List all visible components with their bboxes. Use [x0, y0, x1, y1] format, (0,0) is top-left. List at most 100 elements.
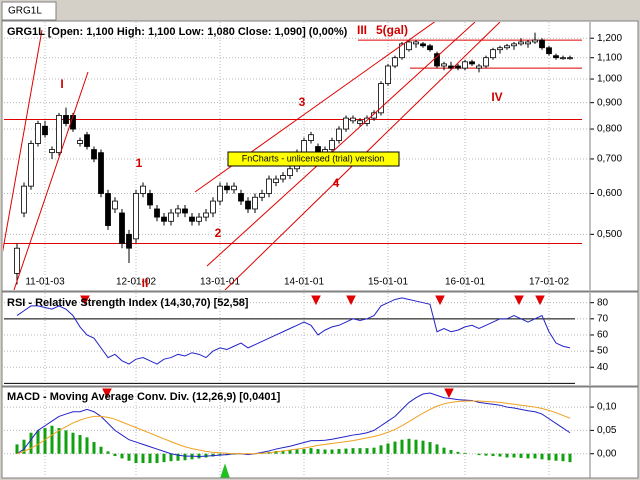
histogram-bar [57, 428, 61, 454]
signal-arrow [346, 295, 356, 306]
candle-body [336, 128, 342, 141]
histogram-bar [162, 453, 166, 463]
annotation: I [60, 77, 63, 91]
rsi-title: RSI - Relative Strength Index (14,30,70)… [7, 297, 249, 309]
histogram-bar [64, 430, 68, 454]
histogram-bar [316, 449, 320, 454]
candle-body [217, 185, 223, 202]
histogram-bar [463, 452, 467, 454]
histogram-bar [533, 453, 537, 459]
candle-body [175, 208, 181, 214]
candle-body [462, 61, 468, 69]
candle-body [42, 125, 48, 136]
histogram-bar [568, 453, 572, 463]
annotation: 5(gal) [376, 23, 408, 37]
x-tick-label: 14-01-01 [284, 277, 324, 288]
histogram-bar [393, 441, 397, 454]
histogram-bar [106, 451, 110, 454]
candle-body [392, 57, 398, 67]
histogram-bar [540, 453, 544, 460]
candle-body [308, 134, 314, 141]
candle-body [266, 178, 272, 194]
histogram-bar [330, 449, 334, 454]
histogram-bar [309, 448, 313, 454]
watermark: FnCharts - unlicensed (trial) version [242, 153, 385, 163]
tab[interactable] [1, 1, 57, 21]
y-tick-label: 0,800 [597, 124, 622, 135]
histogram-bar [141, 453, 145, 464]
candle-body [532, 39, 538, 43]
signal-arrow [311, 295, 321, 306]
annotation: 1 [136, 156, 143, 170]
candle-body [511, 43, 517, 47]
candle-body [525, 41, 531, 45]
histogram-bar [365, 448, 369, 454]
histogram-bar [344, 448, 348, 454]
candle-body [189, 216, 195, 222]
candle-body [35, 123, 41, 144]
candle-body [441, 63, 447, 67]
candle-body [357, 120, 363, 124]
signal-arrow [535, 295, 545, 306]
macd-line [16, 400, 571, 455]
histogram-bar [183, 453, 187, 461]
histogram-bar [29, 432, 33, 454]
y-tick-label: 0,00 [597, 448, 617, 459]
candle-body [434, 53, 440, 67]
histogram-bar [456, 451, 460, 454]
candle-body [210, 200, 216, 214]
candle-body [399, 43, 405, 59]
trend-line [13, 71, 89, 290]
candle-body [168, 212, 174, 222]
histogram-bar [505, 453, 509, 458]
candle-body [504, 45, 510, 49]
histogram-bar [302, 449, 306, 454]
candle-body [560, 57, 566, 60]
histogram-bar [491, 453, 495, 457]
candle-body [553, 55, 559, 59]
histogram-bar [78, 435, 82, 454]
rsi-panel [1, 291, 639, 387]
histogram-bar [99, 446, 103, 454]
histogram-bar [477, 453, 481, 456]
candle-body [287, 168, 293, 176]
y-tick-label: 70 [597, 313, 609, 324]
histogram-bar [554, 453, 558, 461]
candle-body [231, 185, 237, 191]
annotation: III [357, 23, 367, 37]
x-tick-label: 13-01-01 [200, 277, 240, 288]
y-tick-label: 60 [597, 330, 609, 341]
candle-body [427, 45, 433, 51]
annotation: 2 [215, 226, 222, 240]
annotation: 4 [333, 176, 340, 190]
histogram-bar [351, 448, 355, 454]
histogram-bar [120, 453, 124, 459]
tab-label[interactable]: GRG1L [8, 6, 42, 17]
y-tick-label: 1,000 [597, 74, 622, 85]
candle-body [455, 65, 461, 69]
signal-arrow [80, 295, 90, 306]
histogram-bar [449, 450, 453, 454]
histogram-bar [414, 439, 418, 454]
watermark-box [227, 151, 400, 167]
x-tick-label: 11-01-03 [25, 277, 65, 288]
y-tick-label: 0,900 [597, 97, 622, 108]
signal-arrow [444, 388, 454, 399]
macd-title: MACD - Moving Average Conv. Div. (12,26,… [7, 391, 281, 403]
histogram-bar [519, 453, 523, 458]
candle-body [245, 200, 251, 210]
histogram-bar [15, 444, 19, 454]
candle-body [469, 61, 475, 65]
candle-body [98, 152, 104, 194]
histogram-bar [337, 449, 341, 454]
candle-body [413, 41, 419, 45]
candle-body [84, 134, 90, 147]
trend-line [206, 22, 476, 267]
candle-body [476, 65, 482, 69]
candle-body [567, 57, 573, 60]
y-tick-label: 1,200 [597, 33, 622, 44]
y-tick-label: 0,05 [597, 425, 617, 436]
trend-line [3, 29, 43, 253]
candle-body [378, 83, 384, 114]
